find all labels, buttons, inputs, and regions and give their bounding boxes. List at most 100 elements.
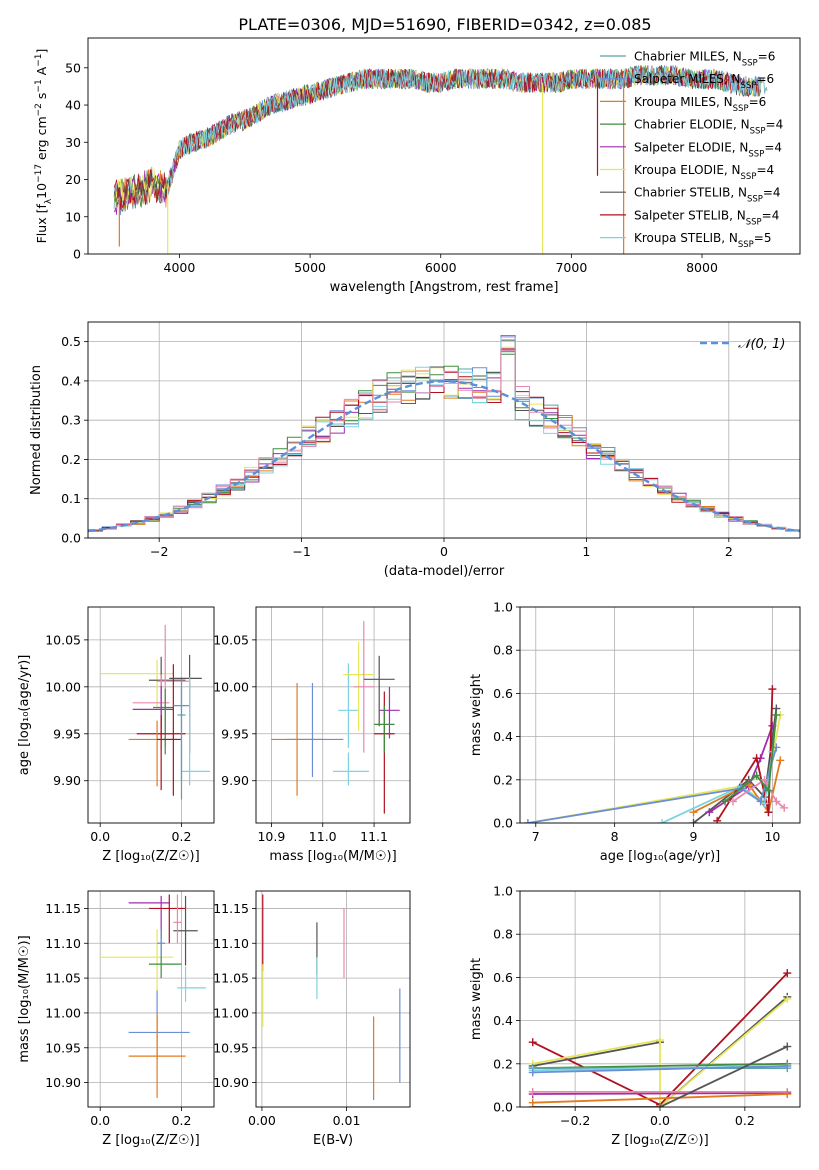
legend-label-text: Chabrier MILES, N xyxy=(634,50,742,64)
y-tick-label: 0.8 xyxy=(493,643,513,658)
y-tick-label: 0.0 xyxy=(61,531,81,546)
weight-series-line xyxy=(724,714,778,803)
y-axis-label: age [log₁₀(age/yr)] xyxy=(17,655,32,776)
legend-label: Kroupa MILES, NSSP=6 xyxy=(634,95,766,114)
y-tick-label: 30 xyxy=(65,135,81,150)
legend-label-text: Chabrier ELODIE, N xyxy=(634,118,750,132)
plot-area xyxy=(528,969,792,1107)
x-tick-label: 2 xyxy=(725,544,733,559)
chart-mass_vs_ebv: 0.00 0.01 10.90 10.95 11.00 11.05 11.10 11.15 E(… xyxy=(213,890,411,1148)
x-axis-label: wavelength [Angstrom, rest frame] xyxy=(330,280,559,295)
y-tick-label: 0.6 xyxy=(493,970,513,985)
legend-label-suffix: =5 xyxy=(754,231,772,245)
chart-mass_vs_Z: 0.0 0.2 10.90 10.95 11.00 11.05 11.10 11.15 Z [l… xyxy=(17,890,215,1148)
y-tick-label: 0 xyxy=(73,247,81,262)
legend-label: Salpeter MILES, NSSP=6 xyxy=(634,72,774,91)
legend-label-subscript: SSP xyxy=(742,59,758,69)
legend-label-suffix: =4 xyxy=(763,186,781,200)
weight-series-line xyxy=(693,760,782,815)
chart-massweight_vs_Z: −0.2 0.0 0.2 0.0 0.2 0.4 0.6 0.8 1.0 Z [log₁₀(Z/Z… xyxy=(469,884,801,1148)
weight-series-line xyxy=(532,996,788,1107)
y-axis-label-part: Flux [f xyxy=(34,204,49,244)
x-tick-label: 10.9 xyxy=(257,829,285,844)
axes-frame xyxy=(87,890,215,1108)
y-tick-label: 1.0 xyxy=(493,884,513,899)
legend-label-text: Salpeter STELIB, N xyxy=(634,208,746,222)
weight-series-line xyxy=(527,714,782,823)
plot-area xyxy=(271,621,400,814)
y-tick-label: 10.00 xyxy=(45,679,81,694)
legend-label-subscript: SSP xyxy=(746,217,762,227)
x-axis-label: Z [log₁₀(Z/Z☉)] xyxy=(611,1133,708,1148)
legend-label: Chabrier ELODIE, NSSP=4 xyxy=(634,118,783,137)
legend-label-suffix: =6 xyxy=(756,72,774,86)
weight-series-line xyxy=(659,1045,788,1107)
axes-frame xyxy=(87,37,801,255)
x-tick-label: −1 xyxy=(292,544,310,559)
y-axis-label-part: erg cm xyxy=(34,116,49,164)
y-axis-label-part: s xyxy=(34,93,49,104)
legend-label-text: Kroupa ELODIE, N xyxy=(634,163,741,177)
y-axis-label: mass weight xyxy=(469,674,484,756)
y-tick-label: 0.5 xyxy=(61,334,81,349)
legend-label-text: Kroupa MILES, N xyxy=(634,95,733,109)
chart-massweight_vs_age: 7 8 9 10 0.0 0.2 0.4 0.6 0.8 1.0 age [log₁₀(age/yr… xyxy=(469,600,801,864)
legend-label-text: Salpeter ELODIE, N xyxy=(634,140,748,154)
x-tick-label: 5000 xyxy=(294,260,326,275)
x-tick-label: 0.0 xyxy=(650,1113,670,1128)
axes-frame xyxy=(87,606,215,824)
legend-label-suffix: =6 xyxy=(749,95,767,109)
spectrum-series-line xyxy=(166,66,761,189)
x-axis-label: age [log₁₀(age/yr)] xyxy=(600,849,721,864)
x-axis-label: Z [log₁₀(Z/Z☉)] xyxy=(102,1133,199,1148)
plot-area xyxy=(88,335,800,538)
y-tick-label: 0.0 xyxy=(493,1100,513,1115)
legend-label-suffix: =4 xyxy=(766,118,784,132)
x-axis-label: mass [log₁₀(M/M☉)] xyxy=(269,849,396,864)
weight-series-line xyxy=(532,1041,661,1067)
legend-label-suffix: =4 xyxy=(762,208,780,222)
chart-residuals: −2 −1 0 1 2 0.0 0.1 0.2 0.3 0.4 0.5 (data-model)/er… xyxy=(29,321,801,579)
plot-area xyxy=(100,894,206,1098)
y-tick-label: 0.4 xyxy=(61,373,81,388)
y-tick-label: 10.90 xyxy=(45,1075,81,1090)
chart-spectrum: 4000 5000 6000 7000 8000 0 10 20 30 40 50 wavelengt… xyxy=(34,37,801,295)
legend-label-subscript: SSP xyxy=(748,149,764,159)
plot-area xyxy=(113,65,768,254)
x-tick-label: 0.00 xyxy=(248,1113,276,1128)
y-tick-label: 0.4 xyxy=(493,1013,513,1028)
x-tick-label: 0.0 xyxy=(90,829,110,844)
y-tick-label: 10.05 xyxy=(45,632,81,647)
chart-age_vs_Z: 0.0 0.2 9.90 9.95 10.00 10.05 Z [log₁₀(Z/Z☉)] a… xyxy=(17,606,215,864)
plot-area xyxy=(262,894,401,1101)
x-tick-label: 6000 xyxy=(425,260,457,275)
y-tick-label: 9.90 xyxy=(53,773,81,788)
x-tick-label: 11.1 xyxy=(360,829,388,844)
legend-label: Chabrier MILES, NSSP=6 xyxy=(634,50,775,69)
legend-label: Kroupa ELODIE, NSSP=4 xyxy=(634,163,774,182)
y-tick-label: 0.2 xyxy=(493,1056,513,1071)
y-tick-label: 10.95 xyxy=(45,1040,81,1055)
y-axis-label-part: −1 xyxy=(34,79,44,92)
x-tick-label: −2 xyxy=(150,544,168,559)
y-tick-label: 9.95 xyxy=(221,726,249,741)
x-axis-label: E(B-V) xyxy=(313,1133,353,1148)
y-tick-label: 40 xyxy=(65,98,81,113)
x-tick-label: 11.0 xyxy=(309,829,337,844)
y-tick-label: 10.90 xyxy=(213,1075,249,1090)
legend-label-suffix: =6 xyxy=(758,50,776,64)
legend-label-subscript: SSP xyxy=(741,172,757,182)
x-tick-label: 9 xyxy=(690,829,698,844)
plot-area xyxy=(523,685,789,823)
y-tick-label: 0.2 xyxy=(61,452,81,467)
y-axis-label-part: 10 xyxy=(34,183,49,199)
x-axis-label: (data-model)/error xyxy=(384,564,505,579)
weight-series-line xyxy=(527,747,778,823)
weight-series-line xyxy=(661,751,774,823)
legend-label: 𝒩(0, 1) xyxy=(738,337,785,352)
axes-frame xyxy=(255,890,411,1108)
weight-series-line xyxy=(532,1093,788,1104)
y-tick-label: 0.3 xyxy=(61,413,81,428)
legend-label-text: Chabrier STELIB, N xyxy=(634,186,747,200)
y-tick-label: 11.15 xyxy=(213,901,249,916)
